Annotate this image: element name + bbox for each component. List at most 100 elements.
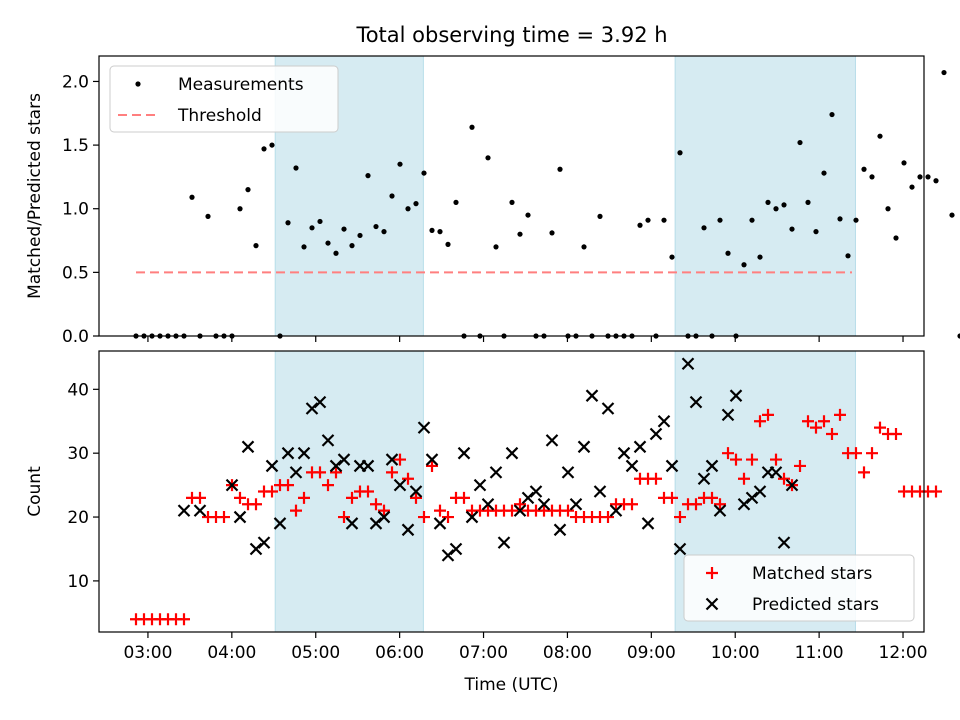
predicted-point bbox=[681, 357, 695, 371]
matched-point bbox=[858, 466, 870, 479]
axes-frame bbox=[98, 350, 925, 633]
measurement-point bbox=[189, 194, 195, 200]
matched-point bbox=[850, 447, 862, 460]
y-tick-label: 0.0 bbox=[62, 327, 89, 347]
predicted-point bbox=[273, 517, 287, 530]
matched-point bbox=[506, 504, 518, 517]
y-axis-label: Matched/Predicted stars bbox=[25, 93, 45, 299]
measurement-point bbox=[925, 174, 931, 180]
predicted-point bbox=[665, 459, 679, 473]
measurement-point bbox=[549, 230, 555, 236]
measurement-point bbox=[669, 254, 675, 260]
x-tick-label: 12:00 bbox=[879, 643, 928, 663]
measurement-point bbox=[285, 220, 291, 226]
matched-point bbox=[762, 408, 774, 421]
matched-point bbox=[818, 415, 830, 428]
matched-point bbox=[282, 479, 294, 492]
shaded-span-2 bbox=[674, 55, 856, 337]
measurement-point bbox=[525, 212, 531, 218]
matched-point bbox=[250, 498, 262, 511]
predicted-point bbox=[465, 510, 479, 524]
series-matched-stars bbox=[130, 408, 942, 626]
predicted-point bbox=[377, 510, 391, 524]
x-axis-label: Time (UTC) bbox=[464, 675, 559, 695]
matched-point bbox=[314, 466, 326, 479]
series-predicted-stars bbox=[177, 357, 799, 562]
matched-point bbox=[778, 472, 790, 485]
measurement-point bbox=[301, 244, 307, 250]
predicted-point bbox=[649, 427, 663, 441]
measurement-point bbox=[893, 235, 899, 241]
predicted-point bbox=[345, 517, 359, 530]
predicted-point bbox=[553, 523, 567, 537]
predicted-point bbox=[321, 434, 335, 447]
matched-point bbox=[754, 415, 766, 428]
matched-point bbox=[834, 408, 846, 421]
predicted-point bbox=[569, 497, 583, 511]
matched-point bbox=[770, 453, 782, 466]
matched-point bbox=[234, 491, 246, 504]
matched-point bbox=[410, 491, 422, 504]
x-tick-label: 10:00 bbox=[711, 643, 760, 663]
y-tick-label: 2.0 bbox=[62, 72, 89, 92]
matched-point bbox=[874, 421, 886, 434]
measurement-point bbox=[741, 262, 747, 268]
matched-point bbox=[402, 472, 414, 485]
measurement-point bbox=[205, 213, 211, 219]
matched-point bbox=[218, 511, 230, 524]
y-tick-label: 20 bbox=[67, 508, 89, 528]
measurement-point bbox=[805, 199, 811, 205]
y-tick-label: 30 bbox=[67, 444, 89, 464]
y-tick-label: 10 bbox=[67, 572, 89, 592]
measurement-point bbox=[637, 222, 643, 228]
predicted-point bbox=[617, 446, 631, 460]
matched-point bbox=[514, 498, 526, 511]
measurement-point bbox=[773, 206, 779, 212]
predicted-point bbox=[737, 497, 751, 511]
measurement-point bbox=[797, 139, 803, 146]
x-tick-label: 08:00 bbox=[543, 643, 592, 663]
matched-point bbox=[562, 504, 574, 517]
predicted-point bbox=[289, 466, 303, 479]
measurement-point bbox=[853, 217, 859, 223]
measurement-point bbox=[885, 206, 891, 212]
measurement-point bbox=[421, 170, 427, 176]
measurement-point bbox=[677, 150, 683, 156]
matched-point bbox=[386, 466, 398, 479]
measurement-point bbox=[845, 253, 851, 259]
legend-marker bbox=[135, 81, 141, 87]
matched-point bbox=[322, 479, 334, 492]
measurement-point bbox=[861, 166, 867, 172]
measurement-point bbox=[453, 199, 459, 205]
predicted-point bbox=[433, 517, 447, 530]
predicted-point bbox=[641, 517, 655, 530]
matched-point bbox=[722, 447, 734, 460]
measurement-point bbox=[901, 160, 907, 166]
matched-point bbox=[890, 428, 902, 441]
predicted-point bbox=[769, 466, 783, 479]
x-tick-label: 04:00 bbox=[207, 643, 256, 663]
x-tick-label: 11:00 bbox=[795, 643, 844, 663]
predicted-point bbox=[625, 459, 639, 473]
matched-point bbox=[794, 459, 806, 472]
measurement-point bbox=[437, 229, 443, 235]
predicted-point bbox=[529, 485, 543, 498]
predicted-point bbox=[657, 414, 671, 428]
y-tick-label: 1.0 bbox=[62, 200, 89, 220]
measurement-point bbox=[781, 202, 787, 208]
measurement-point bbox=[325, 240, 331, 246]
measurement-point bbox=[645, 217, 651, 223]
predicted-point bbox=[425, 453, 439, 466]
predicted-point bbox=[777, 536, 791, 549]
predicted-point bbox=[249, 542, 263, 556]
predicted-point bbox=[177, 504, 191, 517]
predicted-point bbox=[505, 446, 519, 460]
predicted-point bbox=[673, 542, 687, 556]
bottom-panel: 10 20 30 40 03:00 04:00 05:00 06:00 07:00 08:00 09… bbox=[25, 350, 942, 695]
matched-point bbox=[626, 498, 638, 511]
measurement-point bbox=[837, 216, 843, 222]
matched-point bbox=[674, 511, 686, 524]
measurement-point bbox=[701, 225, 707, 231]
predicted-point bbox=[729, 389, 743, 402]
predicted-point bbox=[633, 440, 647, 454]
